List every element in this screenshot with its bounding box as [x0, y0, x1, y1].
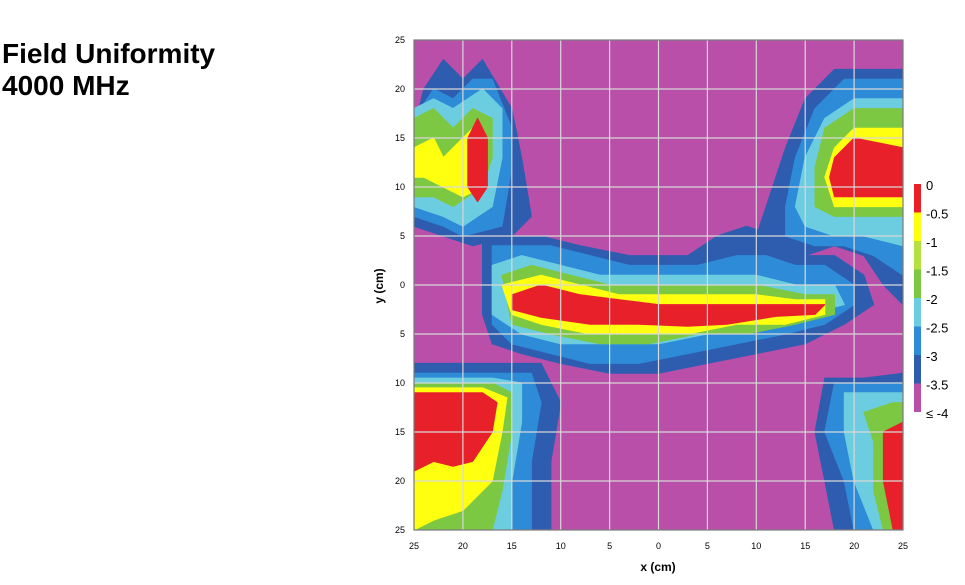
bottom-right-lobe-level-4 — [882, 421, 903, 530]
y-tick-label: 25 — [395, 525, 405, 535]
title-line-1: Field Uniformity — [2, 38, 216, 69]
legend-swatch — [914, 241, 921, 270]
x-tick-label: 10 — [751, 541, 761, 551]
color-legend: 0 -0.5 -1 -1.5 -2 -2.5 -3 -3.5 ≤ -4 — [914, 178, 948, 421]
legend-label: -2.5 — [926, 321, 948, 336]
bottom-right-lobe — [814, 372, 903, 530]
legend-label: -3.5 — [926, 378, 948, 393]
y-tick-label: 15 — [395, 427, 405, 437]
y-tick-label: 25 — [395, 35, 405, 45]
legend-swatch — [914, 298, 921, 327]
x-tick-label: 25 — [898, 541, 908, 551]
x-tick-label: 5 — [607, 541, 612, 551]
x-tick-label: 5 — [705, 541, 710, 551]
plot-frame — [413, 39, 904, 531]
x-tick-label: 15 — [507, 541, 517, 551]
y-tick-label: 0 — [400, 280, 405, 290]
chart-title: Field Uniformity 4000 MHz — [2, 38, 215, 102]
y-tick-label: 5 — [400, 329, 405, 339]
x-tick-label: 0 — [656, 541, 661, 551]
y-tick-label: 20 — [395, 476, 405, 486]
legend-swatch — [914, 383, 921, 412]
x-tick-label: 20 — [849, 541, 859, 551]
y-tick-label: 10 — [395, 378, 405, 388]
legend-swatch — [914, 355, 921, 384]
legend-swatch — [914, 269, 921, 298]
top-left-lobe — [414, 59, 532, 247]
y-tick-label: 15 — [395, 133, 405, 143]
y-tick-label: 20 — [395, 84, 405, 94]
bottom-left-lobe — [414, 362, 562, 530]
x-tick-label: 25 — [409, 541, 419, 551]
y-tick-label: 5 — [400, 231, 405, 241]
legend-swatch — [914, 212, 921, 241]
x-tick-label: 15 — [800, 541, 810, 551]
x-tick-label: 10 — [556, 541, 566, 551]
legend-label: ≤ -4 — [926, 406, 948, 421]
legend-label: -2 — [926, 292, 938, 307]
legend-swatch — [914, 184, 921, 213]
legend-label: -3 — [926, 349, 938, 364]
legend-label: -1.5 — [926, 264, 948, 279]
y-tick-label: 10 — [395, 182, 405, 192]
axes: 25 20 15 10 5 0 5 10 15 20 25 25 20 15 10 5 0 5 10 15 20 25 — [395, 35, 908, 551]
legend-label: -0.5 — [926, 207, 948, 222]
legend-label: 0 — [926, 178, 933, 193]
x-axis-label: x (cm) — [640, 560, 675, 574]
title-line-2: 4000 MHz — [2, 70, 130, 101]
x-tick-label: 20 — [458, 541, 468, 551]
legend-swatch — [914, 326, 921, 355]
legend-label: -1 — [926, 235, 938, 250]
y-axis-label: y (cm) — [372, 268, 386, 303]
center-band-level-5 — [511, 284, 826, 327]
